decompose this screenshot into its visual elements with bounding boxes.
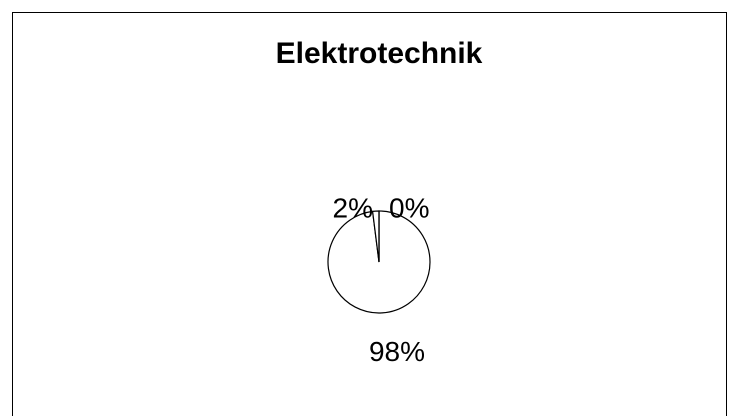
- data-label: 0%: [389, 192, 429, 223]
- chart-title: Elektrotechnik: [276, 37, 483, 70]
- data-label: 2%: [333, 192, 373, 223]
- data-label: 98%: [369, 336, 425, 367]
- frame: [12, 12, 727, 416]
